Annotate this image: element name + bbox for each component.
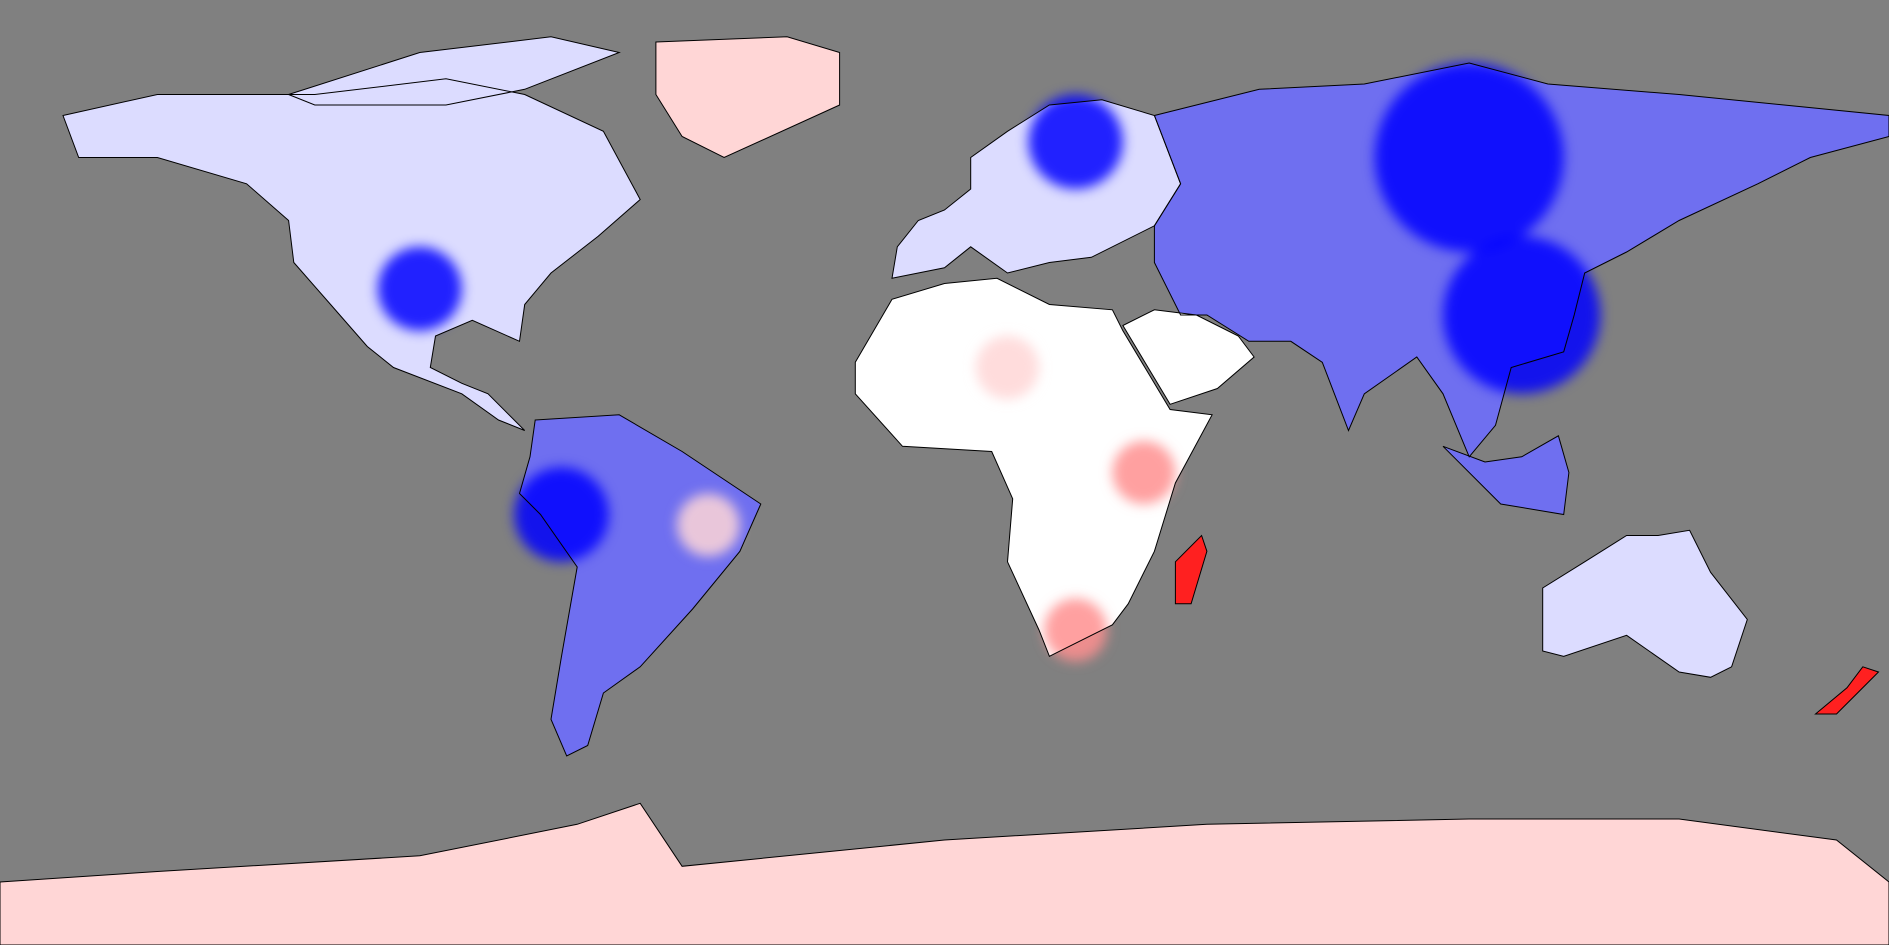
region-australia: [1542, 530, 1748, 678]
region-madagascar: [1175, 535, 1207, 604]
hotspot-scandinavia-cold: [1028, 94, 1123, 189]
coastline-asia: [1153, 62, 1889, 458]
region-sumatra-borneo: [1443, 435, 1569, 515]
hotspot-east-africa-warm: [1112, 441, 1176, 504]
coastline-south-america: [518, 414, 762, 757]
coastline-africa: [854, 277, 1213, 657]
region-africa: [855, 278, 1213, 657]
hotspot-andes-cold: [514, 467, 609, 562]
hotspot-sahara-warm: [975, 336, 1039, 399]
coastline-europe: [891, 99, 1182, 279]
coastline-arabia: [1122, 309, 1255, 405]
anomaly-hotspots: [377, 63, 1601, 662]
coastline-australia: [1542, 529, 1748, 678]
hotspot-brazil-warm: [676, 493, 740, 557]
region-greenland: [655, 36, 840, 158]
region-new-zealand: [1815, 666, 1879, 714]
hotspot-us-central-cold: [377, 246, 462, 331]
coastlines: [0, 36, 1889, 945]
hotspot-siberia-cold: [1374, 63, 1564, 252]
hotspot-east-asia-cold: [1442, 236, 1601, 394]
region-antarctica: [0, 803, 1889, 945]
region-arabia: [1122, 309, 1255, 405]
hotspot-south-africa-warm: [1044, 598, 1108, 662]
coastline-new-zealand: [1814, 666, 1880, 715]
region-north-america: [63, 78, 641, 431]
coastline-antarctica: [0, 802, 1889, 945]
coastline-greenland: [655, 36, 841, 159]
coastline-canadian-arctic: [287, 36, 621, 106]
coastline-north-america: [62, 78, 641, 431]
coastline-sumatra-borneo: [1442, 435, 1570, 516]
coastline-madagascar: [1174, 534, 1208, 605]
